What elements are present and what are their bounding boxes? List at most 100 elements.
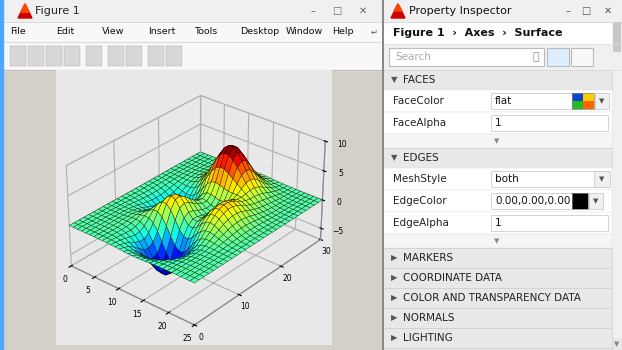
Bar bbox=[10, 46, 26, 66]
Bar bbox=[572, 93, 594, 109]
Bar bbox=[126, 46, 142, 66]
Text: MARKERS: MARKERS bbox=[403, 253, 453, 263]
Bar bbox=[383, 348, 612, 350]
Text: ⌕: ⌕ bbox=[532, 52, 539, 62]
Bar bbox=[383, 112, 612, 134]
Bar bbox=[383, 248, 612, 268]
Bar bbox=[547, 48, 569, 66]
Text: File: File bbox=[10, 28, 26, 36]
Text: ✕: ✕ bbox=[359, 6, 367, 16]
Bar bbox=[3, 22, 383, 42]
Bar bbox=[583, 101, 594, 109]
Text: 1: 1 bbox=[495, 218, 501, 228]
Bar bbox=[572, 193, 588, 209]
Text: □: □ bbox=[582, 6, 591, 16]
Bar bbox=[491, 115, 608, 131]
Text: EDGES: EDGES bbox=[403, 153, 439, 163]
Text: FaceColor: FaceColor bbox=[393, 96, 444, 106]
Text: Edit: Edit bbox=[56, 28, 74, 36]
Text: □: □ bbox=[332, 6, 341, 16]
Bar bbox=[612, 338, 622, 350]
Bar bbox=[383, 190, 612, 212]
Bar bbox=[383, 168, 612, 190]
Polygon shape bbox=[21, 4, 29, 12]
Text: FACES: FACES bbox=[403, 75, 435, 85]
Bar bbox=[589, 193, 603, 209]
Bar bbox=[613, 22, 621, 52]
Polygon shape bbox=[391, 4, 405, 18]
Bar bbox=[383, 90, 612, 112]
Text: ▼: ▼ bbox=[600, 98, 605, 104]
Bar bbox=[64, 46, 80, 66]
Bar bbox=[389, 48, 544, 66]
Bar bbox=[583, 93, 594, 101]
Bar bbox=[383, 0, 622, 22]
Text: 0.00,0.00,0.00: 0.00,0.00,0.00 bbox=[495, 196, 570, 206]
Polygon shape bbox=[18, 4, 32, 18]
Text: EdgeAlpha: EdgeAlpha bbox=[393, 218, 449, 228]
Text: ▶: ▶ bbox=[391, 273, 397, 282]
Text: ▼: ▼ bbox=[391, 76, 397, 84]
Text: ▼: ▼ bbox=[391, 154, 397, 162]
Text: FaceAlpha: FaceAlpha bbox=[393, 118, 446, 128]
Text: EdgeColor: EdgeColor bbox=[393, 196, 447, 206]
Bar bbox=[108, 46, 124, 66]
Text: –: – bbox=[565, 6, 570, 16]
Text: Figure 1: Figure 1 bbox=[35, 6, 80, 16]
Bar bbox=[571, 48, 593, 66]
Bar bbox=[166, 46, 182, 66]
Text: ▶: ▶ bbox=[391, 294, 397, 302]
Bar bbox=[572, 193, 588, 209]
Text: ▼: ▼ bbox=[494, 238, 499, 244]
Bar bbox=[595, 93, 609, 109]
Text: –: – bbox=[310, 6, 315, 16]
Text: ▼: ▼ bbox=[494, 138, 499, 144]
Bar bbox=[491, 171, 608, 187]
Text: Desktop: Desktop bbox=[240, 28, 279, 36]
Text: ▶: ▶ bbox=[391, 334, 397, 343]
Text: ▼: ▼ bbox=[600, 176, 605, 182]
Bar bbox=[572, 101, 583, 109]
Text: Property Inspector: Property Inspector bbox=[409, 6, 511, 16]
Text: Tools: Tools bbox=[194, 28, 217, 36]
Bar bbox=[612, 0, 622, 350]
Text: ▶: ▶ bbox=[391, 253, 397, 262]
Bar bbox=[491, 193, 584, 209]
Text: flat: flat bbox=[495, 96, 513, 106]
Bar bbox=[383, 328, 612, 348]
Text: both: both bbox=[495, 174, 519, 184]
Text: Figure 1  ›  Axes  ›  Surface: Figure 1 › Axes › Surface bbox=[393, 28, 562, 38]
Text: MeshStyle: MeshStyle bbox=[393, 174, 447, 184]
Bar bbox=[3, 42, 383, 70]
Text: ▼: ▼ bbox=[593, 198, 599, 204]
Bar bbox=[383, 288, 612, 308]
Polygon shape bbox=[394, 4, 402, 11]
Bar bbox=[383, 234, 612, 248]
Bar bbox=[383, 212, 612, 234]
Text: Insert: Insert bbox=[148, 28, 175, 36]
Text: ▶: ▶ bbox=[391, 314, 397, 322]
Text: NORMALS: NORMALS bbox=[403, 313, 455, 323]
Text: View: View bbox=[102, 28, 124, 36]
Bar bbox=[383, 148, 612, 168]
Bar bbox=[572, 93, 583, 101]
Bar bbox=[3, 0, 383, 22]
Bar bbox=[383, 44, 622, 70]
Text: ✕: ✕ bbox=[604, 6, 612, 16]
Bar bbox=[0, 0, 3, 350]
Bar bbox=[491, 93, 584, 109]
Bar bbox=[28, 46, 44, 66]
Bar bbox=[594, 171, 610, 187]
Text: LIGHTING: LIGHTING bbox=[403, 333, 453, 343]
Bar bbox=[383, 308, 612, 328]
Bar bbox=[86, 46, 102, 66]
Bar bbox=[383, 268, 612, 288]
Bar bbox=[383, 22, 622, 44]
Bar bbox=[383, 70, 612, 90]
Text: ▼: ▼ bbox=[615, 341, 620, 347]
Bar bbox=[148, 46, 164, 66]
Bar bbox=[383, 134, 612, 148]
Text: COLOR AND TRANSPARENCY DATA: COLOR AND TRANSPARENCY DATA bbox=[403, 293, 581, 303]
Text: 1: 1 bbox=[495, 118, 501, 128]
Text: Help: Help bbox=[332, 28, 353, 36]
